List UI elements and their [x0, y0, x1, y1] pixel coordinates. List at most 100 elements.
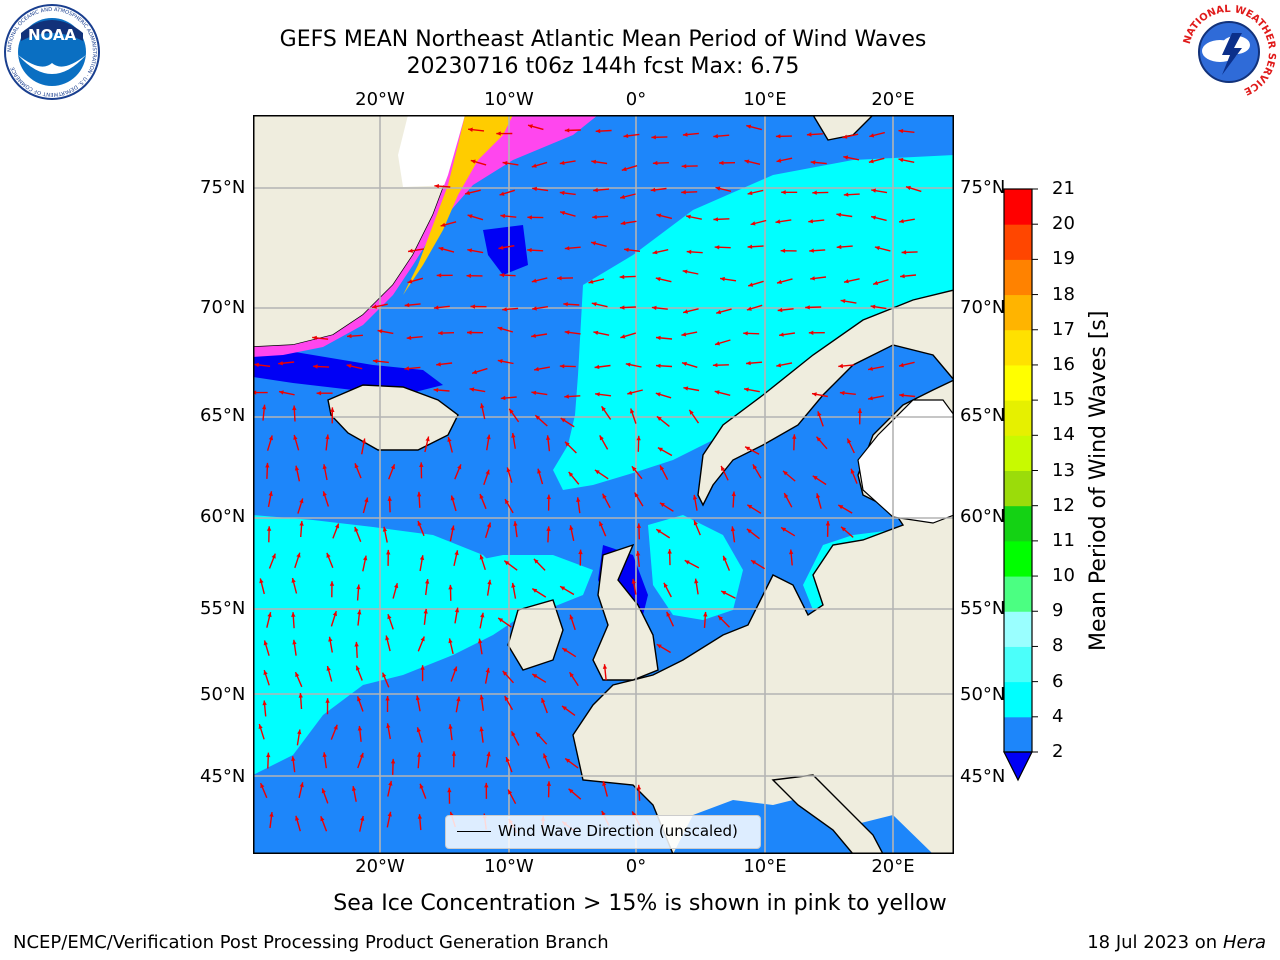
wind-wave-arrowhead: [684, 560, 690, 565]
wind-wave-arrowhead: [747, 504, 753, 509]
nws-logo: NATIONAL WEATHER SERVICE: [1182, 4, 1277, 98]
wind-wave-arrowhead: [847, 438, 852, 444]
wind-wave-arrowhead: [719, 160, 724, 166]
colorbar-tick-label: 18: [1052, 283, 1075, 305]
ocean-period-4-6-north: [553, 155, 954, 490]
wind-wave-arrowhead: [457, 464, 462, 470]
wind-wave-arrowhead: [623, 133, 629, 138]
wind-wave-arrowhead: [776, 363, 782, 368]
wind-wave-arrowhead: [385, 696, 390, 701]
wind-wave-arrowhead: [450, 495, 455, 501]
wind-wave-arrowhead: [898, 157, 904, 163]
wind-wave-arrowhead: [385, 635, 390, 641]
wind-wave-arrowhead: [271, 553, 276, 559]
wind-wave-arrowhead: [898, 128, 904, 134]
wind-wave-arrowhead: [777, 279, 782, 284]
wind-wave-arrowhead: [868, 159, 874, 164]
wind-wave-arrowhead: [467, 330, 472, 335]
wind-wave-arrowhead: [361, 438, 366, 444]
wind-wave-arrowhead: [502, 161, 508, 166]
wind-wave-arrowhead: [360, 816, 365, 821]
wind-wave-arrowhead: [259, 578, 264, 584]
lat-label-right-45n: 45°N: [960, 766, 1006, 787]
noaa-logo-text: NOAA: [28, 26, 77, 44]
wind-wave-arrowhead: [565, 758, 571, 763]
wind-wave-arrowhead: [322, 752, 327, 758]
ocean-period-4-6-central: [453, 555, 593, 615]
wind-wave-arrowhead: [359, 752, 364, 758]
wind-wave-arrowhead: [386, 549, 391, 555]
wind-wave-arrowhead: [292, 405, 297, 411]
wind-wave-arrowhead: [631, 578, 636, 584]
wind-wave-arrowhead: [817, 411, 822, 417]
wind-wave-arrowhead: [667, 549, 672, 554]
wind-wave-arrowhead: [438, 246, 444, 252]
wind-wave-arrowhead: [532, 588, 538, 593]
wind-wave-arrowhead: [619, 274, 625, 280]
wind-wave-arrowhead: [450, 525, 455, 531]
wind-wave-arrowhead: [602, 493, 607, 499]
ice-white: [398, 115, 465, 187]
wind-wave-arrowhead: [326, 552, 331, 558]
lat-label-left-70n: 70°N: [200, 297, 246, 318]
wind-wave-arrowhead: [599, 521, 604, 527]
land-ireland: [507, 599, 564, 671]
wind-wave-arrowhead: [335, 523, 339, 529]
wind-wave-arrowhead: [312, 335, 317, 341]
wind-wave-arrowhead: [416, 727, 421, 733]
wind-wave-arrowhead: [322, 464, 327, 470]
wind-wave-arrowhead: [562, 648, 568, 653]
footer-host: Hera: [1222, 932, 1266, 953]
wind-wave-arrowhead: [546, 781, 552, 786]
wind-wave-arrowhead: [694, 578, 699, 584]
wind-wave-arrowhead: [451, 751, 457, 756]
colorbar-segment: [1004, 224, 1032, 260]
wind-wave-arrowhead: [266, 752, 271, 758]
colorbar-tick-label: 14: [1052, 424, 1075, 446]
wind-wave-arrowhead: [299, 782, 304, 788]
wind-wave-arrowhead: [486, 522, 492, 528]
wind-wave-arrowhead: [659, 502, 665, 507]
wind-wave-arrowhead: [594, 469, 600, 475]
colorbar-segment: [1004, 189, 1032, 225]
wind-wave-arrowhead: [388, 780, 393, 786]
wind-wave-arrowhead: [681, 332, 687, 337]
colorbar-tick-label: 2: [1052, 741, 1064, 762]
wind-wave-arrowhead: [363, 555, 368, 561]
colorbar-tick-label: 12: [1052, 494, 1075, 516]
wind-wave-arrowhead: [479, 554, 484, 560]
wind-wave-arrowhead: [721, 591, 727, 595]
wind-wave-arrowhead: [720, 276, 725, 282]
wind-wave-arrowhead: [560, 418, 566, 423]
lat-label-right-65n: 65°N: [960, 405, 1006, 426]
wind-wave-arrowhead: [513, 521, 518, 526]
colorbar-segment: [1004, 400, 1032, 436]
wind-wave-arrowhead: [812, 392, 817, 397]
chart-subtitle: 20230716 t06z 144h fcst Max: 6.75: [406, 54, 800, 79]
wind-wave-arrowhead: [448, 584, 453, 590]
wind-wave-arrowhead: [487, 579, 492, 585]
wind-wave-arrowhead: [900, 274, 905, 279]
wind-wave-arrowhead: [419, 555, 425, 561]
wind-wave-arrowhead: [454, 607, 460, 613]
wind-wave-arrowhead: [268, 491, 273, 496]
wind-wave-arrowhead: [532, 186, 537, 192]
wind-wave-arrowhead: [478, 638, 483, 644]
wind-wave-arrowhead: [655, 277, 661, 282]
wind-wave-arrowhead: [325, 434, 330, 440]
wind-wave-arrowhead: [559, 190, 565, 196]
wind-wave-arrowhead: [531, 390, 537, 395]
wind-wave-arrowhead: [278, 361, 283, 366]
wind-wave-arrowhead: [263, 670, 268, 675]
wind-wave-arrowhead: [714, 390, 720, 395]
wind-wave-arrowhead: [291, 578, 296, 583]
wind-wave-arrowhead: [816, 436, 822, 442]
colorbar-segment: [1004, 470, 1032, 507]
wind-wave-arrowhead: [279, 390, 284, 395]
wind-wave-arrowhead: [498, 245, 504, 250]
wind-wave-arrowhead: [346, 363, 352, 369]
wind-wave-arrowhead: [468, 127, 473, 132]
wind-wave-arrowhead: [721, 465, 725, 471]
wind-wave-arrowhead: [568, 471, 574, 477]
wind-wave-arrowhead: [465, 190, 470, 195]
